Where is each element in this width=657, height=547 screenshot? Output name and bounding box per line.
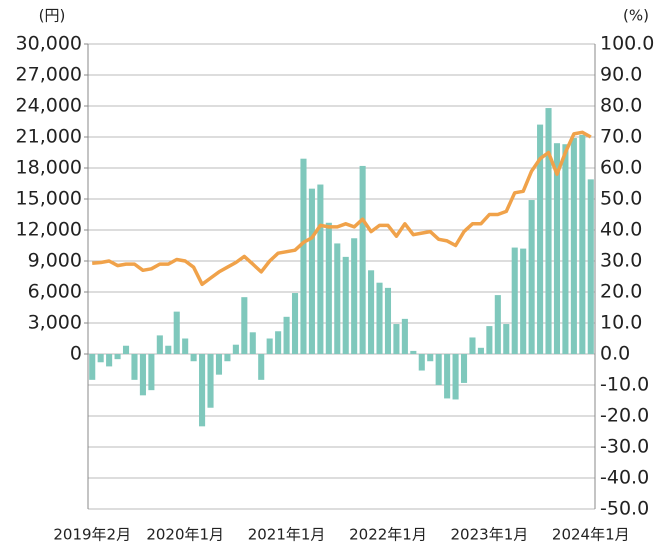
y-tick-label: 24,000 bbox=[16, 95, 82, 117]
y2-unit: (%) bbox=[623, 7, 649, 25]
bar bbox=[241, 297, 248, 354]
bar bbox=[427, 354, 434, 362]
x-tick-label: 2024年1月 bbox=[552, 526, 630, 544]
bar bbox=[156, 335, 163, 354]
bar bbox=[435, 354, 442, 385]
y2-tick-label: 10.0 bbox=[600, 312, 642, 334]
bar bbox=[199, 354, 206, 427]
y2-tick-label: 80.0 bbox=[600, 95, 642, 117]
y2-tick-label: 50.0 bbox=[600, 188, 642, 210]
bar bbox=[106, 354, 113, 367]
bar bbox=[122, 345, 130, 354]
y-tick-label: 27,000 bbox=[16, 64, 82, 86]
y2-tick-label: 100.0 bbox=[600, 33, 654, 55]
bar bbox=[503, 324, 510, 354]
y2-tick-label: 90.0 bbox=[600, 64, 642, 86]
bar bbox=[249, 332, 256, 354]
bar bbox=[469, 337, 476, 354]
y2-tick-label: 30.0 bbox=[600, 250, 642, 272]
bar bbox=[232, 344, 239, 354]
bar bbox=[139, 354, 146, 396]
bar bbox=[537, 124, 544, 354]
y-tick-label: 9,000 bbox=[28, 250, 82, 272]
bar bbox=[486, 326, 493, 354]
bar bbox=[334, 243, 341, 354]
bar bbox=[215, 354, 223, 375]
y-unit: (円) bbox=[39, 7, 66, 25]
bar bbox=[207, 354, 214, 408]
y-tick-label: 18,000 bbox=[16, 157, 82, 179]
y-tick-label: 15,000 bbox=[16, 188, 82, 210]
bar bbox=[283, 316, 290, 354]
y-tick-label: 3,000 bbox=[28, 312, 82, 334]
bar bbox=[444, 354, 451, 399]
bar bbox=[384, 287, 392, 354]
bar bbox=[114, 354, 121, 360]
bar bbox=[97, 354, 104, 363]
bar bbox=[275, 331, 282, 354]
bar bbox=[317, 184, 324, 354]
bar bbox=[131, 354, 138, 380]
bar bbox=[173, 311, 180, 354]
x-tick-label: 2022年1月 bbox=[349, 526, 427, 544]
y2-tick-label: -20.0 bbox=[600, 405, 649, 427]
bar bbox=[182, 338, 189, 354]
bar bbox=[291, 293, 299, 354]
bar bbox=[587, 179, 594, 354]
bar bbox=[376, 282, 383, 354]
bar bbox=[410, 350, 417, 354]
y2-tick-label: 20.0 bbox=[600, 281, 642, 303]
bar bbox=[148, 354, 155, 391]
bar bbox=[89, 354, 96, 380]
y-tick-label: 30,000 bbox=[16, 33, 82, 55]
bar bbox=[266, 338, 273, 354]
bar bbox=[190, 354, 197, 362]
y-tick-label: 21,000 bbox=[16, 126, 82, 148]
bar bbox=[520, 248, 527, 354]
y2-tick-label: 70.0 bbox=[600, 126, 642, 148]
x-tick-label: 2020年1月 bbox=[146, 526, 224, 544]
bar bbox=[393, 324, 400, 354]
bar bbox=[562, 144, 569, 354]
bar bbox=[528, 200, 535, 354]
y-tick-label: 12,000 bbox=[16, 219, 82, 241]
x-tick-label: 2019年2月 bbox=[53, 526, 131, 544]
bar bbox=[325, 222, 332, 354]
y2-tick-label: -40.0 bbox=[600, 467, 649, 489]
bar bbox=[351, 238, 358, 354]
bar bbox=[545, 108, 552, 354]
line bbox=[92, 130, 592, 287]
bar bbox=[477, 347, 484, 354]
y2-tick-label: 0.0 bbox=[600, 343, 630, 365]
bar bbox=[579, 134, 586, 354]
bar bbox=[308, 188, 315, 354]
y-tick-label: 0 bbox=[70, 343, 82, 365]
bar bbox=[452, 354, 459, 400]
bar bbox=[570, 138, 577, 354]
x-tick-label: 2021年1月 bbox=[248, 526, 326, 544]
bar bbox=[418, 354, 425, 371]
x-tick-label: 2023年1月 bbox=[451, 526, 529, 544]
bar bbox=[258, 354, 265, 380]
bar bbox=[368, 270, 375, 354]
y2-tick-label: -10.0 bbox=[600, 374, 649, 396]
y2-tick-label: -30.0 bbox=[600, 436, 649, 458]
bar bbox=[460, 354, 468, 383]
bar bbox=[359, 165, 366, 354]
bar bbox=[224, 354, 231, 362]
bar bbox=[553, 143, 561, 354]
bar bbox=[165, 345, 172, 354]
bar bbox=[342, 256, 349, 354]
y-tick-label: 6,000 bbox=[28, 281, 82, 303]
y2-tick-label: 60.0 bbox=[600, 157, 642, 179]
bar bbox=[494, 295, 501, 354]
y2-tick-label: 40.0 bbox=[600, 219, 642, 241]
bar bbox=[401, 318, 408, 354]
y2-tick-label: -50.0 bbox=[600, 498, 649, 520]
bar bbox=[300, 158, 307, 354]
bar bbox=[511, 247, 518, 354]
